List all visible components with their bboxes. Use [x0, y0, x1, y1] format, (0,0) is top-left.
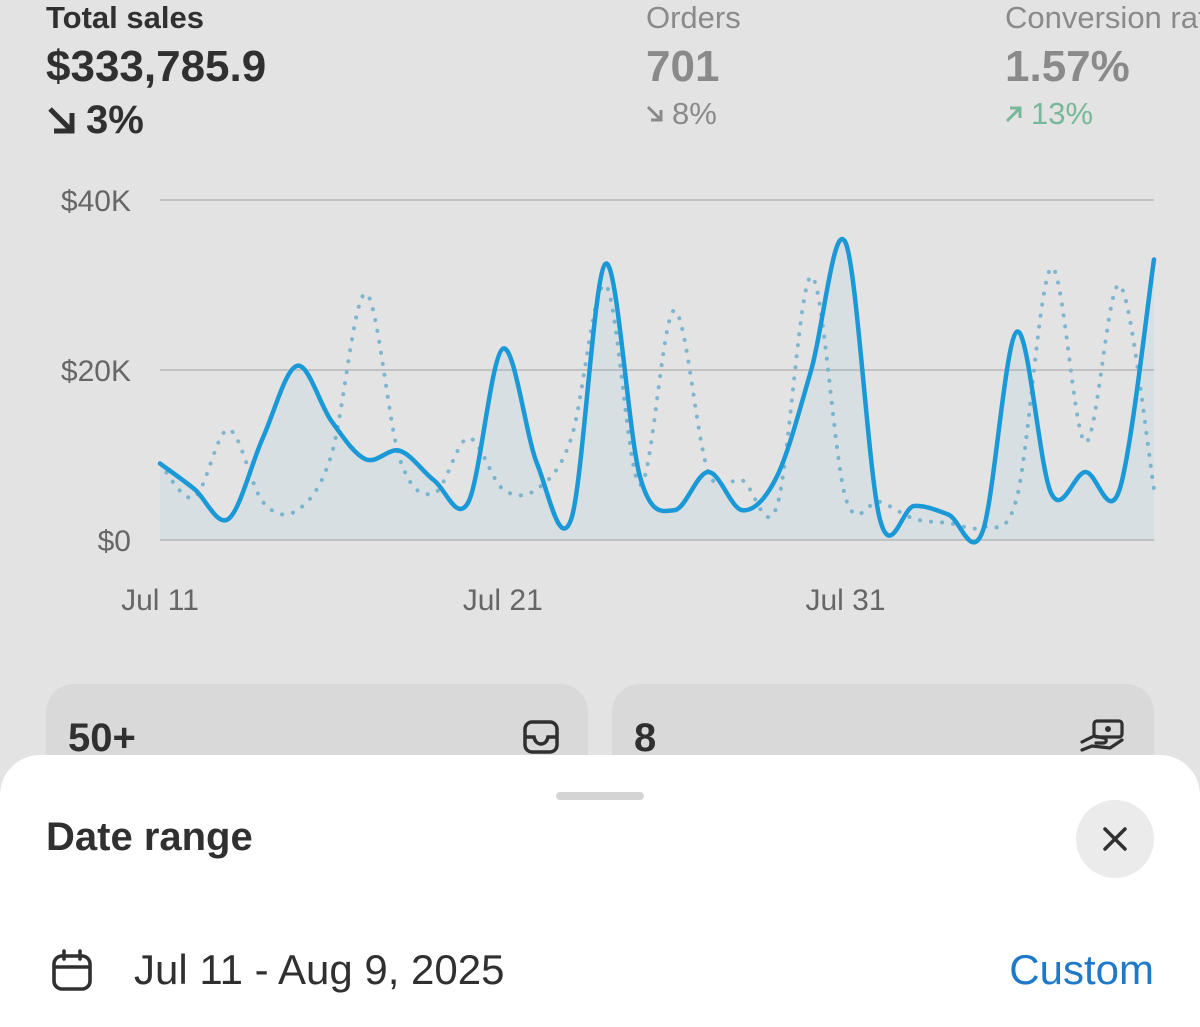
arrow-up-right-icon	[1005, 106, 1022, 123]
inbox-icon	[522, 718, 560, 761]
payments-count: 8	[634, 716, 657, 760]
calendar-icon	[50, 949, 94, 998]
close-icon	[1103, 827, 1127, 851]
y-axis-labels: $0 $20K $40K	[61, 185, 131, 558]
date-range-value: Jul 11 - Aug 9, 2025	[134, 946, 505, 993]
x-tick-label: Jul 21	[463, 584, 543, 617]
orders-change: 8%	[646, 96, 717, 132]
orders-value: 701	[646, 42, 720, 91]
y-tick-label: $40K	[61, 185, 131, 218]
open-orders-count: 50+	[68, 716, 136, 760]
orders-change-text: 8%	[672, 96, 717, 131]
conversion-change: 13%	[1005, 96, 1093, 132]
date-range-sheet: Date range Jul 11 - Aug 9, 2025 Custom	[0, 755, 1200, 1027]
x-tick-label: Jul 11	[121, 584, 199, 617]
arrow-down-right-icon	[646, 105, 663, 122]
comparison-series-line	[158, 265, 1156, 531]
total-sales-label: Total sales	[46, 0, 204, 35]
date-range-row[interactable]: Jul 11 - Aug 9, 2025 Custom	[46, 940, 1154, 1000]
chart-series	[157, 236, 1157, 545]
arrow-down-right-icon	[48, 106, 75, 133]
total-sales-value: $333,785.9	[46, 42, 267, 91]
custom-range-link[interactable]: Custom	[1009, 946, 1154, 993]
chart-gridlines	[160, 199, 1154, 541]
sales-series-line	[157, 236, 1157, 545]
sales-area-fill	[160, 238, 1154, 543]
conversion-value: 1.57%	[1005, 42, 1130, 91]
x-tick-label: Jul 31	[805, 584, 885, 617]
y-tick-label: $0	[98, 525, 131, 558]
total-sales-change: 3%	[46, 98, 144, 143]
conversion-label: Conversion rate	[1005, 0, 1200, 35]
hand-cash-icon	[1080, 718, 1126, 761]
sales-line-chart[interactable]: $0 $20K $40K Jul 11 Jul 21 Jul 31	[0, 170, 1200, 630]
x-axis-labels: Jul 11 Jul 21 Jul 31	[121, 584, 885, 617]
sheet-title: Date range	[46, 815, 253, 859]
conversion-change-text: 13%	[1031, 96, 1094, 131]
sheet-drag-handle[interactable]	[556, 792, 644, 800]
orders-label: Orders	[646, 0, 741, 35]
y-tick-label: $20K	[61, 355, 131, 388]
total-sales-change-text: 3%	[86, 98, 144, 142]
close-button[interactable]	[1076, 800, 1154, 878]
